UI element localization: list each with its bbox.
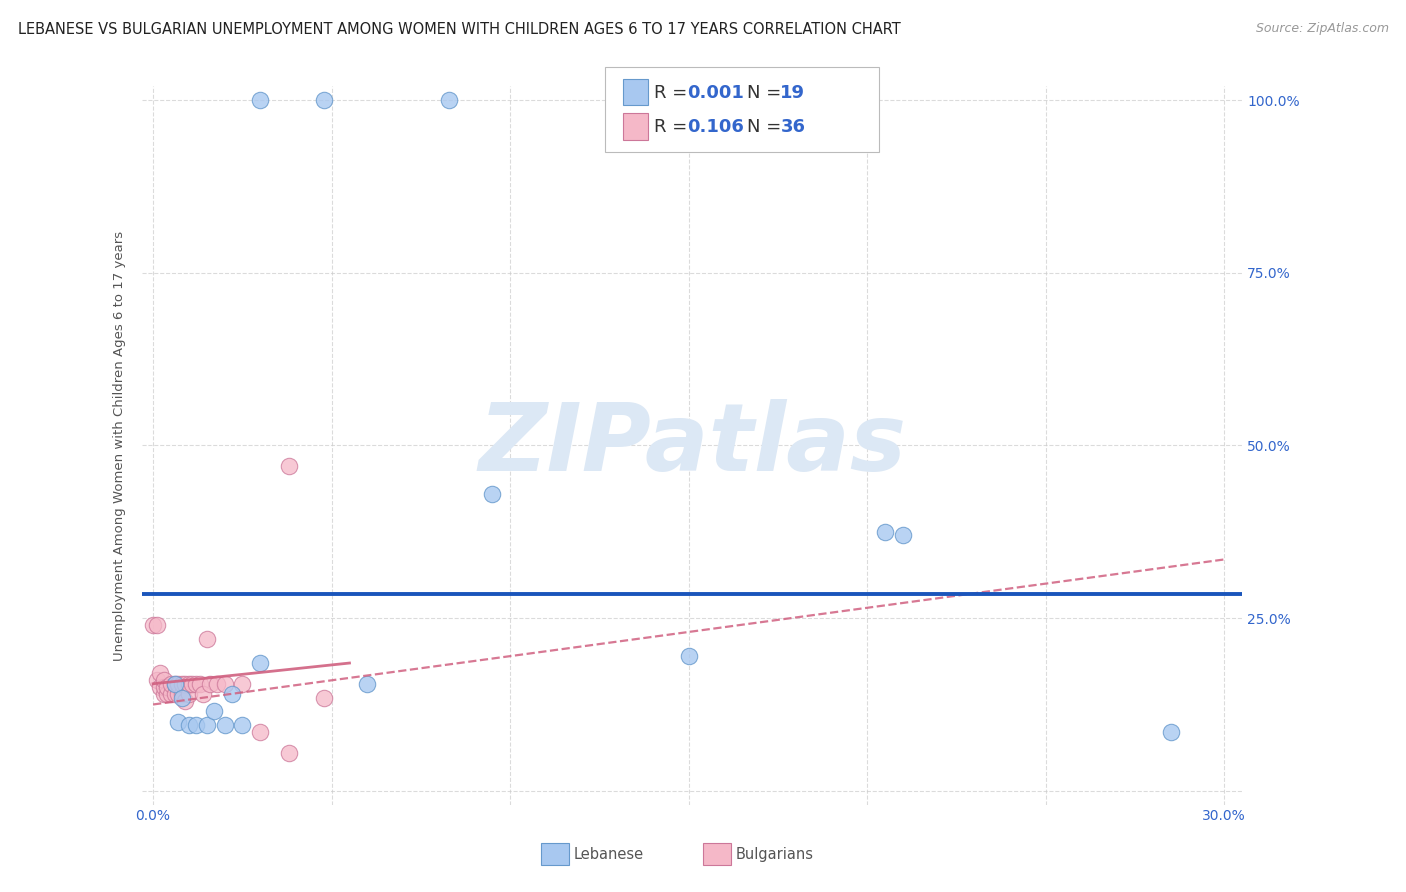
Point — [231, 677, 253, 691]
Point — [170, 687, 193, 701]
Point — [277, 746, 299, 760]
Point — [153, 673, 176, 688]
Point — [873, 524, 896, 539]
Point — [439, 93, 461, 107]
Point — [177, 677, 200, 691]
Point — [277, 459, 299, 474]
Text: 36: 36 — [780, 118, 806, 136]
Point — [160, 687, 183, 701]
Point — [249, 93, 271, 107]
Point — [195, 718, 218, 732]
Point — [202, 705, 225, 719]
Point — [188, 677, 211, 691]
Point — [314, 93, 336, 107]
Point — [1160, 725, 1182, 739]
Point — [214, 718, 236, 732]
Text: ZIPatlas: ZIPatlas — [478, 400, 907, 491]
Point — [142, 618, 165, 632]
Point — [156, 680, 179, 694]
Text: Lebanese: Lebanese — [574, 847, 644, 862]
Point — [177, 718, 200, 732]
Point — [167, 714, 190, 729]
Point — [163, 687, 186, 701]
Point — [200, 677, 222, 691]
Point — [249, 725, 271, 739]
Point — [156, 687, 179, 701]
Point — [170, 677, 193, 691]
Point — [149, 680, 172, 694]
Point — [167, 687, 190, 701]
Point — [174, 677, 197, 691]
Point — [153, 680, 176, 694]
Text: 19: 19 — [780, 84, 806, 102]
Text: LEBANESE VS BULGARIAN UNEMPLOYMENT AMONG WOMEN WITH CHILDREN AGES 6 TO 17 YEARS : LEBANESE VS BULGARIAN UNEMPLOYMENT AMONG… — [18, 22, 901, 37]
Point — [149, 666, 172, 681]
Text: R =: R = — [654, 118, 693, 136]
Text: N =: N = — [747, 84, 786, 102]
Point — [163, 677, 186, 691]
Point — [184, 677, 207, 691]
Point — [678, 649, 700, 664]
Point — [174, 694, 197, 708]
Point — [181, 677, 204, 691]
Point — [314, 690, 336, 705]
Text: N =: N = — [747, 118, 786, 136]
Y-axis label: Unemployment Among Women with Children Ages 6 to 17 years: Unemployment Among Women with Children A… — [114, 230, 127, 661]
Point — [481, 487, 503, 501]
Point — [195, 632, 218, 646]
Point — [356, 677, 378, 691]
Point — [160, 677, 183, 691]
Point — [177, 687, 200, 701]
Point — [145, 618, 167, 632]
Point — [207, 677, 229, 691]
Text: R =: R = — [654, 84, 693, 102]
Point — [163, 677, 186, 691]
Point — [191, 687, 214, 701]
Point — [153, 687, 176, 701]
Point — [249, 656, 271, 670]
Point — [231, 718, 253, 732]
Point — [891, 528, 914, 542]
Point — [184, 718, 207, 732]
Point — [167, 677, 190, 691]
Text: 0.106: 0.106 — [688, 118, 744, 136]
Text: 0.001: 0.001 — [688, 84, 744, 102]
Point — [221, 687, 243, 701]
Text: Source: ZipAtlas.com: Source: ZipAtlas.com — [1256, 22, 1389, 36]
Text: Bulgarians: Bulgarians — [735, 847, 813, 862]
Point — [170, 690, 193, 705]
Point — [214, 677, 236, 691]
Point — [145, 673, 167, 688]
